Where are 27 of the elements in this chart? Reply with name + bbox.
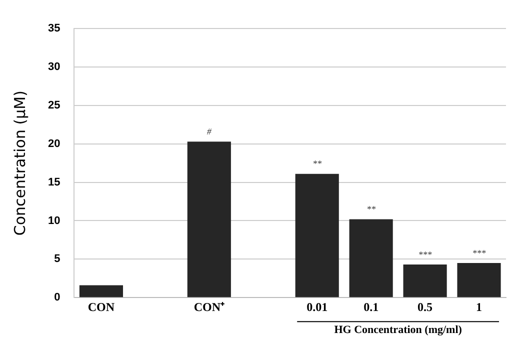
annotation: # xyxy=(206,126,212,136)
annotation: *** xyxy=(472,248,486,258)
bar xyxy=(295,174,339,298)
y-tick-label: 10 xyxy=(48,214,60,227)
annotation: *** xyxy=(418,249,432,260)
y-tick-label: 35 xyxy=(48,22,60,35)
y-tick-label: 5 xyxy=(54,253,60,266)
y-tick-label: 0 xyxy=(54,292,60,304)
y-tick-label: 25 xyxy=(48,99,60,112)
annotation: ** xyxy=(312,158,322,169)
bar xyxy=(403,264,447,298)
annotation: ** xyxy=(366,204,376,214)
y-tick-label: 15 xyxy=(48,176,60,188)
x-tick-label: 0.5 xyxy=(418,300,433,314)
x-tick-label: CON⁺ xyxy=(194,300,224,314)
x-tick-label: CON xyxy=(88,300,115,314)
bar xyxy=(457,263,501,298)
y-tick-label: 30 xyxy=(48,61,60,74)
x-tick-label: 0.01 xyxy=(306,300,328,314)
x-axis-title: HG Concentration (mg/ml) xyxy=(334,324,462,336)
x-tick-label: 0.1 xyxy=(364,300,379,314)
y-axis-title: Concentration (μM) xyxy=(10,90,29,236)
y-tick-label: 20 xyxy=(48,138,60,150)
bar xyxy=(79,285,124,298)
x-tick-label: 1 xyxy=(476,300,482,314)
bar xyxy=(187,142,231,298)
bar xyxy=(349,219,393,298)
